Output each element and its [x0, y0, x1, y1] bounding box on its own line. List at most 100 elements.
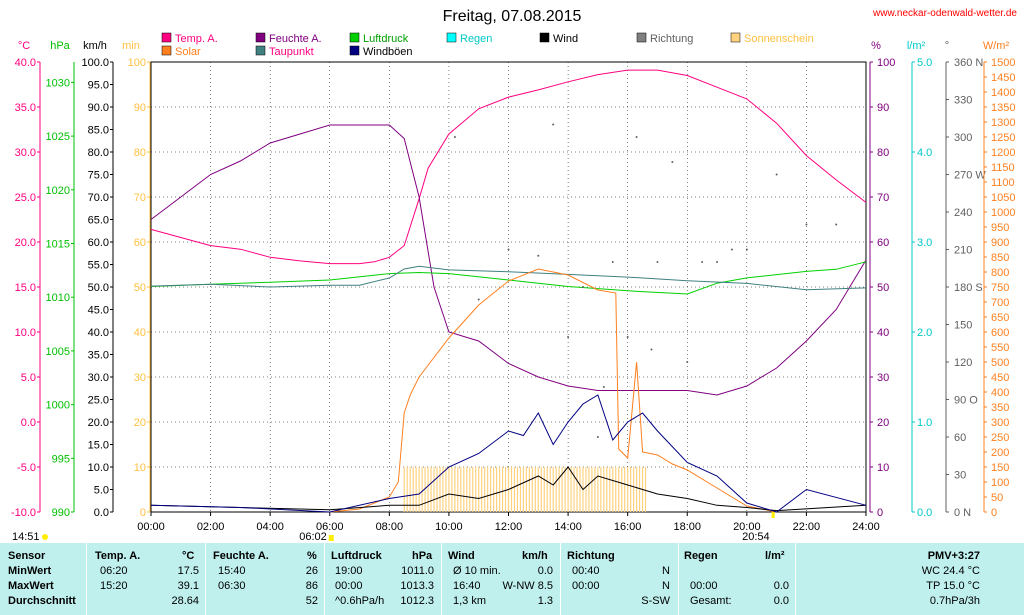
x-axis-tick-label: 00:00: [137, 521, 165, 533]
hdr-temp: Temp. A.: [95, 550, 141, 562]
right-axis-tick-label: 850: [991, 252, 1009, 264]
right-axis-tick-label: 5.0: [917, 57, 932, 69]
right-axis-tick-label: 750: [991, 282, 1009, 294]
right-axis-tick-label: 50: [991, 492, 1003, 504]
table-cell-rain: 0.0: [773, 595, 789, 607]
right-axis-unit: °: [945, 40, 949, 52]
legend-label: Windböen: [363, 46, 413, 58]
series-line: [329, 268, 777, 513]
right-axis-tick-label: 1250: [991, 132, 1015, 144]
legend-swatch: [349, 45, 360, 56]
left-axis-tick-label: 25.0: [15, 192, 36, 204]
legend-swatch: [730, 32, 741, 43]
left-axis-tick-label: 1000: [46, 400, 70, 412]
table-cell-temp: 28.64: [171, 595, 199, 607]
right-axis-tick-label: 20: [877, 417, 889, 429]
table-cell-press_time: 00:00: [335, 580, 363, 592]
wind-direction-point: [745, 248, 748, 251]
left-axis-tick-label: 80.0: [88, 147, 109, 159]
table-cell-dir: N: [662, 565, 670, 577]
table-cell-dir: N: [662, 580, 670, 592]
table-cell-press: 1012.3: [400, 595, 434, 607]
right-axis-tick-label: 100: [877, 57, 895, 69]
table-cell-extra: 0.7hPa/3h: [929, 595, 980, 607]
legend-swatch: [255, 45, 266, 56]
right-axis-tick-label: 360 N: [954, 57, 983, 69]
x-axis-tick-label: 14:00: [554, 521, 582, 533]
table-cell-hum_time: 06:30: [218, 580, 246, 592]
left-axis-tick-label: 35.0: [15, 102, 36, 114]
sunset-marker: [771, 510, 775, 518]
right-axis-unit: W/m²: [983, 40, 1010, 52]
weather-chart: Freitag, 07.08.2015 www.neckar-odenwald-w…: [11, 8, 1018, 543]
legend-swatch: [446, 32, 457, 43]
right-axis-tick-label: 120: [954, 357, 972, 369]
wind-direction-point: [581, 286, 584, 288]
legend-label: Solar: [175, 46, 201, 58]
right-axis-tick-label: 1350: [991, 102, 1015, 114]
left-axis-tick-label: 50: [134, 282, 146, 294]
wind-direction-point: [477, 298, 480, 301]
right-axis-tick-label: 0: [877, 507, 883, 519]
series-line: [150, 394, 867, 513]
right-axis-tick-label: 1200: [991, 147, 1015, 159]
right-axis-tick-label: 70: [877, 192, 889, 204]
right-axis-tick-label: 30: [877, 372, 889, 384]
left-axis-tick-label: 50.0: [88, 282, 109, 294]
right-axis-tick-label: 60: [954, 432, 966, 444]
left-axis-tick-label: 0: [140, 507, 146, 519]
table-cell-wind: 1.3: [537, 595, 553, 607]
table-cell-press_time: ^0.6hPa/h: [335, 595, 385, 607]
right-axis-tick-label: 300: [954, 132, 972, 144]
right-axis-tick-label: 150: [954, 320, 972, 332]
right-axis-tick-label: 2.0: [917, 327, 932, 339]
right-axis-tick-label: 90 O: [954, 395, 978, 407]
table-cell-wind_time: 1,3 km: [453, 595, 487, 607]
right-axis-tick-label: 0.0: [917, 507, 932, 519]
left-axis-tick-label: 70: [134, 192, 146, 204]
left-axis-tick-label: 85.0: [88, 125, 109, 137]
legend-label: Regen: [460, 33, 492, 45]
legend-label: Sonnenschein: [744, 33, 814, 45]
left-axis-tick-label: 5.0: [21, 372, 36, 384]
right-axis-tick-label: 800: [991, 267, 1009, 279]
left-axis-unit: °C: [18, 40, 30, 52]
right-axis-tick-label: 950: [991, 222, 1009, 234]
wind-direction-point: [730, 248, 733, 251]
right-axis-tick-label: 550: [991, 342, 1009, 354]
left-axis-tick-label: 30.0: [88, 372, 109, 384]
right-axis-tick-label: 180 S: [954, 282, 983, 294]
right-axis-tick-label: 1.0: [917, 417, 932, 429]
left-axis-tick-label: 55.0: [88, 260, 109, 272]
left-axis-tick-label: 100: [128, 57, 146, 69]
left-axis-tick-label: 100.0: [81, 57, 109, 69]
legend-swatch: [539, 32, 550, 43]
table-cell-label: MinWert: [8, 565, 52, 577]
hdr-rain: Regen: [684, 550, 718, 562]
left-axis-tick-label: 40: [134, 327, 146, 339]
left-axis-tick-label: 1025: [46, 131, 70, 143]
table-cell-wind: W-NW 8.5: [502, 580, 553, 592]
legend-label: Luftdruck: [363, 33, 409, 45]
site-url: www.neckar-odenwald-wetter.de: [872, 8, 1017, 19]
left-axis-unit: hPa: [50, 40, 70, 52]
left-axis-tick-label: 10.0: [88, 462, 109, 474]
legend-swatch: [636, 32, 647, 43]
series-line: [150, 69, 867, 265]
legend-swatch: [349, 32, 360, 43]
left-axis-tick-label: 1015: [46, 239, 70, 251]
right-axis-tick-label: 500: [991, 357, 1009, 369]
left-axis-tick-label: -10.0: [11, 507, 36, 519]
table-cell-temp_time: 06:20: [100, 565, 128, 577]
left-axis-tick-label: 10.0: [15, 327, 36, 339]
x-axis-tick-label: 12:00: [495, 521, 523, 533]
right-axis-tick-label: 4.0: [917, 147, 932, 159]
wind-direction-point: [611, 261, 614, 263]
right-axis-tick-label: 200: [991, 447, 1009, 459]
right-axis-tick-label: 1300: [991, 117, 1015, 129]
x-axis-tick-label: 04:00: [256, 521, 284, 533]
wind-direction-point: [567, 336, 570, 338]
right-axis-tick-label: 1050: [991, 192, 1015, 204]
right-axis-tick-label: 1000: [991, 207, 1015, 219]
left-axis-tick-label: 95.0: [88, 80, 109, 92]
